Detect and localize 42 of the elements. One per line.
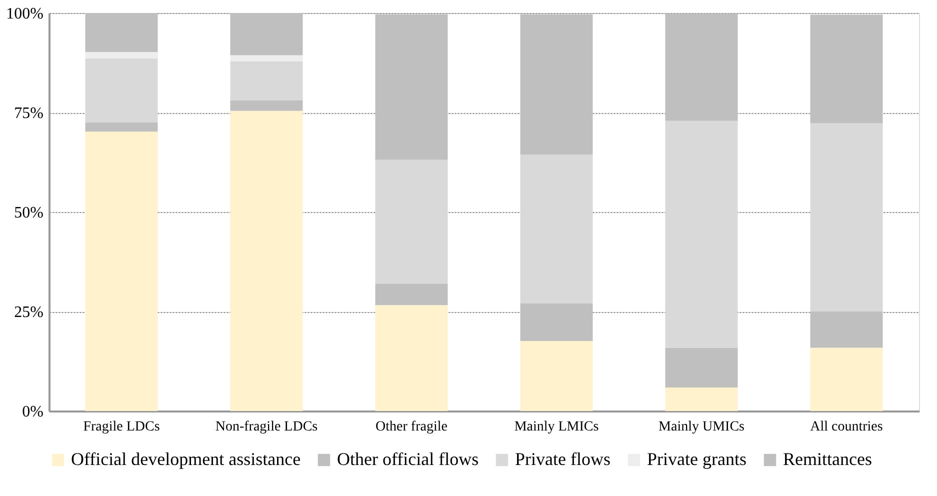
bar [230,100,303,111]
bar [520,340,593,411]
bar [520,154,593,304]
y-tick-label: 0% [22,404,44,420]
legend-label: Other official flows [337,449,479,469]
bar [230,55,303,62]
bar [810,348,883,411]
bar [665,120,738,348]
legend-label: Private grants [647,449,746,469]
legend-label: Remittances [783,449,872,469]
x-tick-label: All countries [810,420,883,434]
y-tick-label: 100% [6,6,44,22]
bar [520,304,593,341]
bar [230,110,303,411]
x-tick-label: Non-fragile LDCs [215,420,318,434]
bar [810,312,883,348]
bar [230,62,303,101]
x-tick-label: Mainly UMICs [658,420,744,434]
bar [665,348,738,388]
bar [85,13,158,52]
bar [85,52,158,58]
bar [810,123,883,312]
y-tick-label: 75% [14,105,44,122]
bar [375,284,448,306]
bar [665,14,738,121]
bar [375,14,448,160]
bar [665,388,738,411]
bar [230,13,303,56]
bar [85,132,158,411]
legend-label: Private flows [515,449,610,469]
bar [85,122,158,132]
bar [520,14,593,155]
y-tick-label: 50% [14,204,44,222]
legend-label: Official development assistance [71,449,301,469]
y-tick-label: 25% [14,304,44,321]
x-tick-label: Fragile LDCs [83,420,160,434]
bar [375,305,448,411]
bar [375,160,448,284]
x-tick-label: Mainly LMICs [514,420,599,434]
x-tick-label: Other fragile [376,420,448,434]
bar [810,14,883,124]
bar [85,58,158,122]
